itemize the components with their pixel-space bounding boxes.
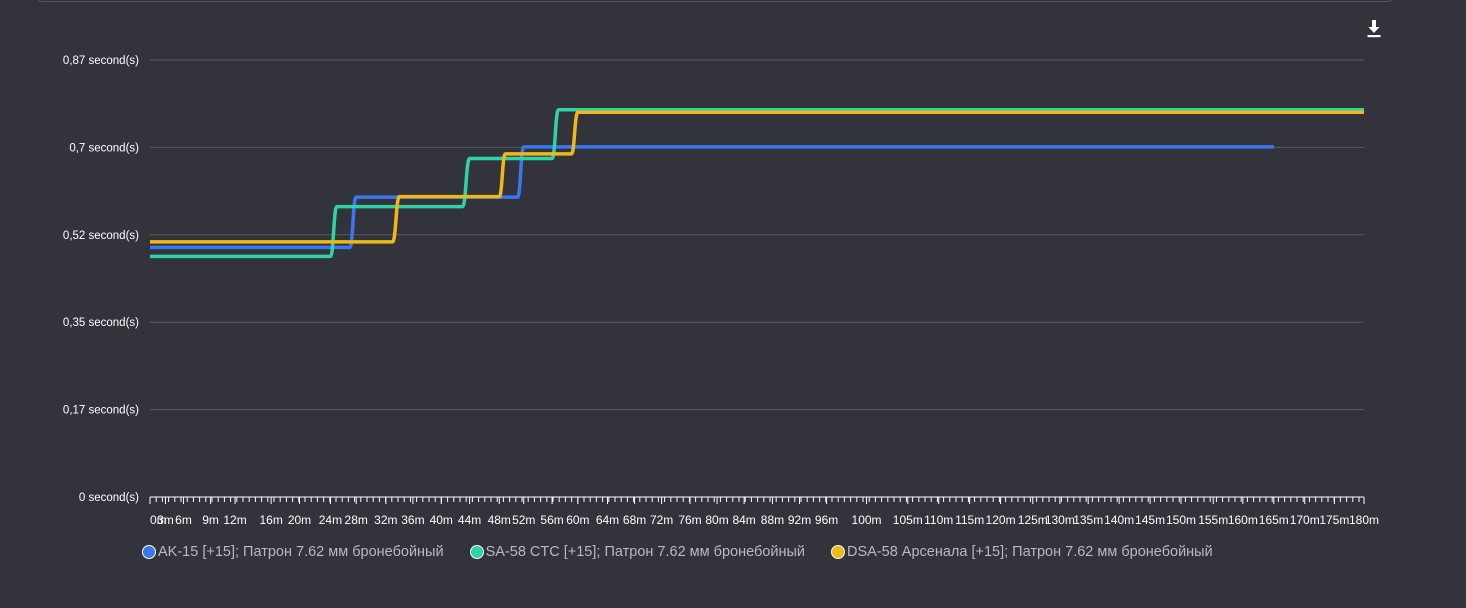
x-tick-label: 175m: [1319, 513, 1349, 527]
x-tick-label: 68m: [623, 513, 646, 527]
x-tick-label: 135m: [1073, 513, 1103, 527]
x-tick-label: 3m: [157, 513, 174, 527]
line-chart: 0 second(s) 0,17 second(s) 0,35 second(s) 0…: [63, 55, 1379, 527]
series-line-2: [150, 110, 1364, 244]
x-tick-label: 12m: [223, 513, 246, 527]
x-tick-label: 96m: [815, 513, 838, 527]
y-tick-label: 0 second(s): [79, 492, 139, 504]
x-tick-label: 76m: [678, 513, 701, 527]
legend-item-2[interactable]: DSA-58 Арсенала [+15]; Патрон 7.62 мм бр…: [830, 544, 1213, 560]
series-line-1: [150, 107, 1364, 259]
legend-label: DSA-58 Арсенала [+15]; Патрон 7.62 мм бр…: [846, 544, 1213, 560]
x-tick-label: 56m: [540, 513, 563, 527]
x-tick-label: 24m: [319, 513, 342, 527]
x-tick-label: 130m: [1045, 513, 1075, 527]
x-tick-label: 60m: [566, 513, 589, 527]
chart-legend: AK-15 [+15]; Патрон 7.62 мм бронебойный S…: [142, 541, 1213, 563]
download-button[interactable]: [1362, 17, 1386, 41]
x-tick-label: 110m: [924, 513, 953, 527]
y-tick-label: 0,87 second(s): [63, 55, 139, 67]
x-tick-label: 105m: [893, 513, 923, 527]
x-tick-label: 125m: [1018, 513, 1048, 527]
legend-swatch: [142, 545, 156, 559]
x-tick-label: 180m: [1349, 513, 1379, 527]
x-tick-label: 52m: [512, 513, 535, 527]
legend-item-0[interactable]: AK-15 [+15]; Патрон 7.62 мм бронебойный: [142, 544, 444, 560]
x-tick-label: 165m: [1259, 513, 1289, 527]
x-tick-label: 40m: [430, 513, 453, 527]
x-tick-label: 170m: [1290, 513, 1320, 527]
x-tick-label: 44m: [458, 513, 481, 527]
x-tick-label: 145m: [1135, 513, 1165, 527]
legend-swatch: [469, 545, 484, 559]
x-tick-label: 16m: [259, 513, 282, 527]
x-tick-label: 120m: [986, 513, 1016, 527]
x-tick-label: 9m: [202, 513, 219, 527]
legend-label: AK-15 [+15]; Патрон 7.62 мм бронебойный: [158, 544, 444, 560]
x-tick-label: 48m: [488, 513, 511, 527]
legend-item-1[interactable]: SA-58 CTC [+15]; Патрон 7.62 мм бронебой…: [469, 544, 805, 560]
x-tick-label: 92m: [788, 513, 811, 527]
x-tick-label: 6m: [175, 513, 192, 527]
x-tick-label: 0m: [150, 513, 167, 527]
legend-label: SA-58 CTC [+15]; Патрон 7.62 мм бронебой…: [485, 544, 805, 560]
x-tick-label: 155m: [1198, 513, 1228, 527]
x-tick-label: 150m: [1166, 513, 1196, 527]
x-tick-label: 160m: [1228, 513, 1258, 527]
x-tick-label: 72m: [650, 513, 673, 527]
x-tick-label: 20m: [288, 513, 311, 527]
x-tick-label: 84m: [732, 513, 755, 527]
download-icon: [1367, 20, 1381, 38]
x-tick-label: 88m: [761, 513, 784, 527]
x-tick-label: 80m: [705, 513, 728, 527]
x-tick-label: 28m: [345, 513, 368, 527]
y-tick-label: 0,35 second(s): [63, 317, 139, 329]
series-line-0: [150, 145, 1274, 250]
y-axis: 0 second(s) 0,17 second(s) 0,35 second(s) 0…: [63, 55, 139, 504]
x-tick-label: 140m: [1104, 513, 1134, 527]
legend-swatch: [830, 545, 845, 559]
series-lines: [150, 107, 1364, 259]
y-tick-label: 0,7 second(s): [69, 142, 139, 154]
x-tick-label: 100m: [852, 513, 882, 527]
y-tick-label: 0,17 second(s): [63, 405, 139, 417]
x-tick-label: 32m: [374, 513, 397, 527]
y-tick-label: 0,52 second(s): [63, 230, 139, 242]
x-tick-label: 36m: [401, 513, 424, 527]
x-tick-label: 115m: [955, 513, 984, 527]
x-tick-label: 64m: [596, 513, 619, 527]
